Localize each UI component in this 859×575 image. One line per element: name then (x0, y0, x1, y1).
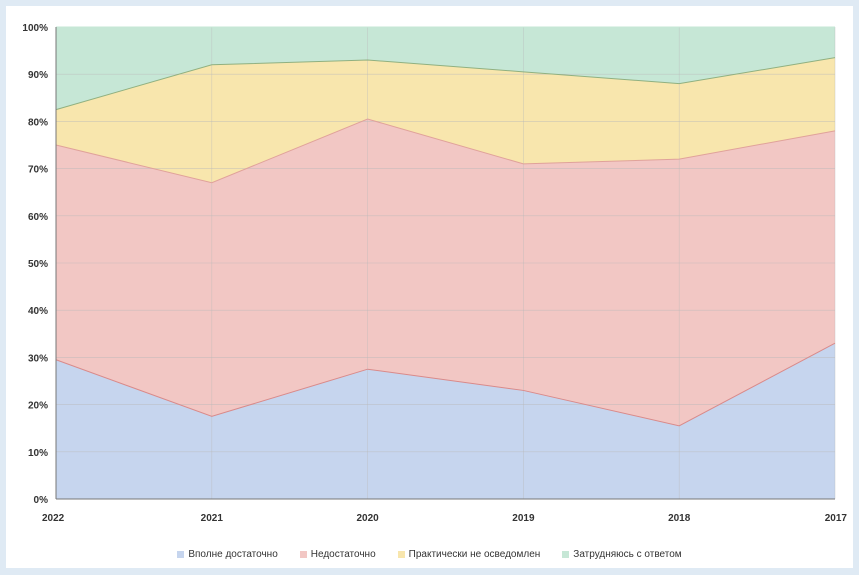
legend-item: Недостаточно (299, 548, 376, 560)
y-tick-label: 40% (28, 306, 48, 317)
x-tick-label: 2019 (512, 513, 535, 524)
series-line-2 (55, 118, 836, 184)
legend-item: Затрудняюсь с ответом (562, 548, 682, 560)
legend-swatch (299, 550, 307, 558)
x-tick-label: 2022 (42, 513, 65, 524)
y-tick-label: 50% (28, 259, 48, 270)
x-tick-label: 2017 (825, 513, 848, 524)
area-2 (56, 119, 835, 426)
y-tick-label: 80% (28, 117, 48, 128)
x-tick-label: 2018 (668, 513, 691, 524)
y-tick-label: 70% (28, 165, 48, 176)
legend-swatch (562, 550, 570, 558)
area-3 (56, 57, 835, 183)
legend-item: Практически не осведомлен (397, 548, 541, 560)
x-tick-label: 2020 (356, 513, 379, 524)
series-line-3 (55, 57, 836, 111)
chart-legend: Вполне достаточно Недостаточно Практически… (0, 545, 859, 563)
legend-label: Затрудняюсь с ответом (573, 548, 682, 560)
series-line-1 (55, 342, 836, 427)
legend-swatch (177, 550, 185, 558)
legend-label: Недостаточно (310, 548, 376, 560)
area-4 (56, 27, 835, 110)
y-tick-label: 20% (28, 401, 48, 412)
y-tick-label: 100% (22, 23, 48, 34)
x-tick-label: 2021 (201, 513, 224, 524)
legend-swatch (397, 550, 405, 558)
legend-label: Практически не осведомлен (408, 548, 541, 560)
y-tick-label: 60% (28, 212, 48, 223)
y-tick-label: 10% (28, 448, 48, 459)
area-1 (56, 343, 835, 499)
y-tick-label: 0% (34, 495, 49, 506)
y-tick-label: 90% (28, 70, 48, 81)
y-tick-label: 30% (28, 353, 48, 364)
legend-label: Вполне достаточно (188, 548, 278, 560)
legend-item: Вполне достаточно (177, 548, 278, 560)
